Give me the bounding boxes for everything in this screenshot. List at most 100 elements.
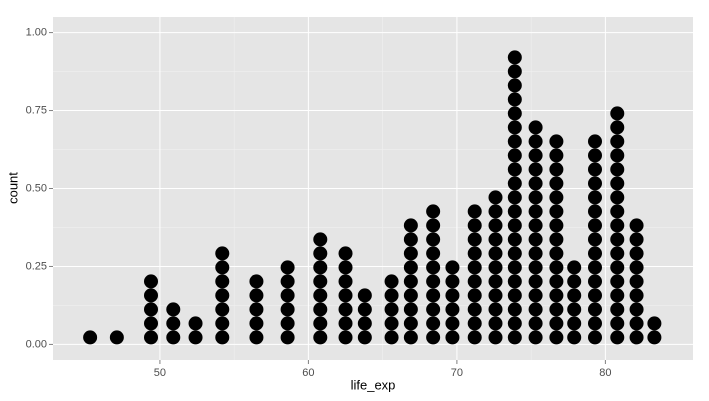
dot bbox=[610, 232, 625, 247]
dot bbox=[313, 274, 328, 289]
dot bbox=[610, 162, 625, 177]
dot bbox=[280, 260, 295, 275]
dot bbox=[549, 288, 564, 303]
dot bbox=[426, 204, 441, 219]
dot bbox=[188, 330, 203, 345]
dot bbox=[528, 176, 543, 191]
dot bbox=[587, 176, 602, 191]
dot bbox=[403, 218, 418, 233]
dot bbox=[313, 260, 328, 275]
dot bbox=[507, 260, 522, 275]
dot bbox=[507, 78, 522, 93]
dot bbox=[357, 316, 372, 331]
dot bbox=[528, 316, 543, 331]
dot bbox=[587, 330, 602, 345]
x-tick-label: 50 bbox=[154, 367, 166, 379]
dot bbox=[467, 288, 482, 303]
dot bbox=[426, 260, 441, 275]
dot bbox=[507, 302, 522, 317]
dot bbox=[467, 218, 482, 233]
dot bbox=[567, 288, 582, 303]
dot bbox=[528, 330, 543, 345]
dot bbox=[587, 288, 602, 303]
dot bbox=[629, 232, 644, 247]
dot bbox=[188, 316, 203, 331]
dot bbox=[629, 330, 644, 345]
dot bbox=[338, 274, 353, 289]
dot bbox=[507, 134, 522, 149]
dot bbox=[647, 330, 662, 345]
dot bbox=[629, 260, 644, 275]
dot bbox=[549, 274, 564, 289]
dot bbox=[426, 302, 441, 317]
dot bbox=[426, 330, 441, 345]
dot bbox=[587, 148, 602, 163]
dot bbox=[528, 218, 543, 233]
dot bbox=[528, 274, 543, 289]
dot bbox=[144, 330, 159, 345]
dot bbox=[426, 232, 441, 247]
dot bbox=[144, 316, 159, 331]
dot bbox=[507, 64, 522, 79]
dot bbox=[587, 316, 602, 331]
dot bbox=[384, 330, 399, 345]
dot bbox=[467, 274, 482, 289]
dot bbox=[488, 274, 503, 289]
dot bbox=[313, 246, 328, 261]
dot bbox=[610, 190, 625, 205]
dot bbox=[549, 246, 564, 261]
dot bbox=[426, 288, 441, 303]
dot bbox=[549, 162, 564, 177]
dot bbox=[610, 148, 625, 163]
dot bbox=[549, 190, 564, 205]
dot bbox=[249, 288, 264, 303]
dot bbox=[467, 302, 482, 317]
dot bbox=[467, 246, 482, 261]
dot bbox=[384, 288, 399, 303]
dot bbox=[528, 232, 543, 247]
dot bbox=[83, 330, 98, 345]
y-tick-label: 0.25 bbox=[26, 260, 47, 272]
y-tick-label: 0.75 bbox=[26, 104, 47, 116]
dot bbox=[445, 274, 460, 289]
dot bbox=[528, 134, 543, 149]
dot bbox=[467, 204, 482, 219]
dot bbox=[280, 288, 295, 303]
dot bbox=[249, 330, 264, 345]
dot bbox=[507, 148, 522, 163]
y-tick-label: 0.00 bbox=[26, 338, 47, 350]
dot bbox=[488, 204, 503, 219]
y-tick-label: 1.00 bbox=[26, 26, 47, 38]
dot bbox=[507, 204, 522, 219]
dot bbox=[610, 218, 625, 233]
dot bbox=[549, 204, 564, 219]
dot bbox=[610, 260, 625, 275]
dot bbox=[384, 274, 399, 289]
dot bbox=[249, 302, 264, 317]
dot bbox=[587, 232, 602, 247]
dot bbox=[445, 288, 460, 303]
dot bbox=[313, 302, 328, 317]
dot bbox=[426, 246, 441, 261]
dot bbox=[403, 260, 418, 275]
dot bbox=[384, 316, 399, 331]
dot bbox=[528, 162, 543, 177]
dot bbox=[403, 274, 418, 289]
dot bbox=[215, 260, 230, 275]
dot bbox=[313, 288, 328, 303]
dot bbox=[144, 302, 159, 317]
dot bbox=[338, 330, 353, 345]
dot bbox=[488, 218, 503, 233]
dot bbox=[403, 330, 418, 345]
dot bbox=[629, 316, 644, 331]
dot bbox=[610, 246, 625, 261]
x-tick-label: 70 bbox=[451, 367, 463, 379]
dot bbox=[403, 302, 418, 317]
dot bbox=[426, 316, 441, 331]
dot bbox=[280, 274, 295, 289]
dot bbox=[488, 316, 503, 331]
dot bbox=[587, 246, 602, 261]
dot bbox=[144, 288, 159, 303]
dot bbox=[357, 288, 372, 303]
